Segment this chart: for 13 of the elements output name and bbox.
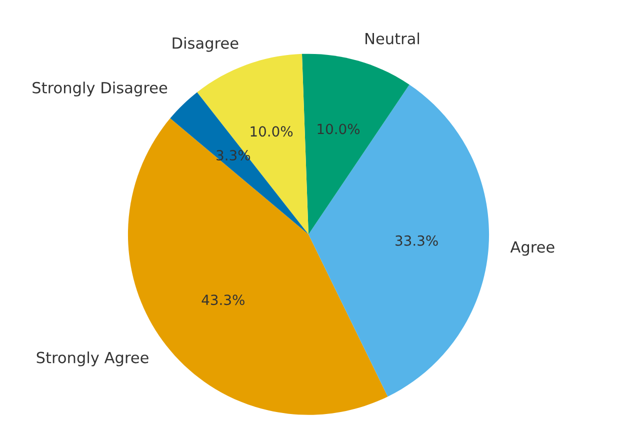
slice-label: Strongly Agree	[36, 352, 148, 366]
data-label: 43.3%	[202, 294, 244, 306]
slice-label: Agree	[510, 241, 554, 256]
pie-slice	[170, 92, 308, 234]
pie-slice	[197, 54, 308, 234]
data-label: 10.0%	[318, 124, 360, 134]
slice-label: Neutral	[366, 32, 420, 44]
pie-slice	[302, 54, 410, 234]
slice-label: Strongly Disagree	[32, 82, 168, 96]
data-label: 33.3%	[396, 235, 438, 246]
slice-label: Disagree	[172, 37, 238, 52]
data-label: 10.0%	[250, 126, 293, 137]
pie-slice	[308, 84, 490, 397]
